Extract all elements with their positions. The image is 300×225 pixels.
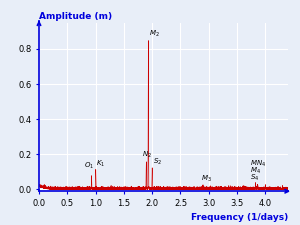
Text: Frequency (1/days): Frequency (1/days) xyxy=(191,213,288,222)
Text: $M_{3}$: $M_{3}$ xyxy=(201,174,212,184)
Text: $MN_{4}$: $MN_{4}$ xyxy=(250,159,266,169)
Text: $K_{1}$: $K_{1}$ xyxy=(96,159,105,169)
Text: $M_{4}$: $M_{4}$ xyxy=(250,166,260,176)
Text: $S_{2}$: $S_{2}$ xyxy=(153,156,162,167)
Text: Amplitude (m): Amplitude (m) xyxy=(39,12,112,21)
Text: $S_{4}$: $S_{4}$ xyxy=(250,173,259,183)
Text: $O_{1}$: $O_{1}$ xyxy=(84,161,94,171)
Text: $N_{2}$: $N_{2}$ xyxy=(142,150,152,160)
Text: $M_{2}$: $M_{2}$ xyxy=(149,29,160,39)
